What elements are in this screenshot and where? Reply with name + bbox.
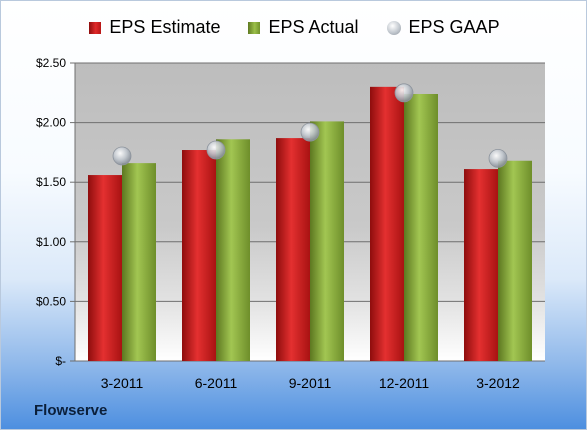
bar-estimate-12-2011 bbox=[370, 86, 404, 361]
legend-label-actual: EPS Actual bbox=[268, 17, 359, 37]
gaap-point-12-2011 bbox=[394, 83, 414, 103]
x-tick-label-4: 3-2012 bbox=[476, 375, 520, 391]
legend-swatch-estimate bbox=[89, 21, 102, 34]
gaap-point-3-2011 bbox=[112, 146, 132, 166]
y-tick-label-2: $1.00 bbox=[36, 235, 66, 249]
bar-estimate-3-2012 bbox=[464, 169, 498, 361]
legend-item-actual: EPS Actual bbox=[248, 17, 359, 38]
y-tick-label-0: $- bbox=[55, 354, 66, 368]
gaap-point-9-2011 bbox=[300, 122, 320, 142]
bar-actual-6-2011 bbox=[216, 139, 250, 361]
company-name: Flowserve bbox=[34, 402, 108, 419]
bar-actual-3-2012 bbox=[498, 160, 532, 361]
bar-estimate-9-2011 bbox=[276, 138, 310, 361]
legend-marker-gaap bbox=[386, 20, 401, 35]
bar-actual-9-2011 bbox=[310, 121, 344, 362]
x-tick-label-3: 12-2011 bbox=[379, 375, 430, 391]
bar-actual-12-2011 bbox=[404, 93, 438, 361]
bar-estimate-6-2011 bbox=[182, 150, 216, 361]
x-tick-label-1: 6-2011 bbox=[195, 375, 238, 391]
y-tick-label-5: $2.50 bbox=[36, 56, 66, 70]
legend-label-estimate: EPS Estimate bbox=[109, 17, 221, 37]
x-tick-label-2: 9-2011 bbox=[289, 375, 332, 391]
gaap-point-6-2011 bbox=[206, 140, 226, 160]
gaap-point-3-2012 bbox=[488, 148, 508, 168]
legend-item-estimate: EPS Estimate bbox=[89, 17, 220, 38]
bar-estimate-3-2011 bbox=[88, 175, 122, 361]
y-tick-label-1: $0.50 bbox=[36, 294, 66, 308]
legend-swatch-actual bbox=[248, 21, 261, 34]
x-tick-label-0: 3-2011 bbox=[101, 375, 144, 391]
legend-item-gaap: EPS GAAP bbox=[386, 17, 500, 38]
y-tick-label-4: $2.00 bbox=[36, 116, 66, 130]
y-tick-label-3: $1.50 bbox=[36, 175, 66, 189]
legend-label-gaap: EPS GAAP bbox=[408, 17, 500, 37]
bar-actual-3-2011 bbox=[122, 163, 156, 361]
legend: EPS Estimate EPS Actual EPS GAAP bbox=[1, 17, 587, 38]
